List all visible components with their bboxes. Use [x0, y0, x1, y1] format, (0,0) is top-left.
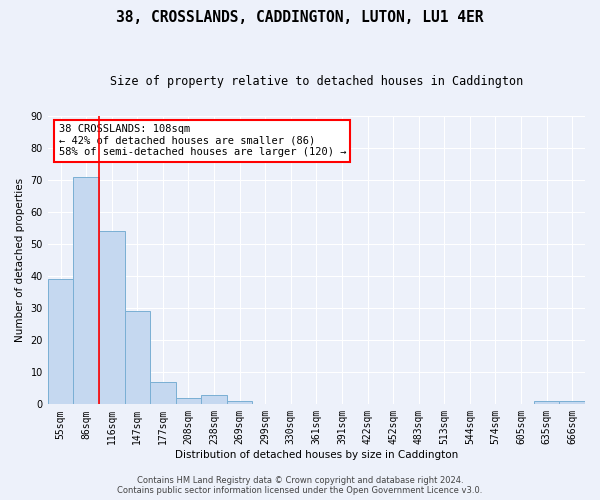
Bar: [201, 394, 227, 404]
Bar: [534, 401, 559, 404]
Bar: [150, 382, 176, 404]
Bar: [559, 401, 585, 404]
X-axis label: Distribution of detached houses by size in Caddington: Distribution of detached houses by size …: [175, 450, 458, 460]
Text: 38 CROSSLANDS: 108sqm
← 42% of detached houses are smaller (86)
58% of semi-deta: 38 CROSSLANDS: 108sqm ← 42% of detached …: [59, 124, 346, 158]
Bar: [227, 401, 253, 404]
Bar: [176, 398, 201, 404]
Bar: [73, 176, 99, 404]
Text: Contains HM Land Registry data © Crown copyright and database right 2024.
Contai: Contains HM Land Registry data © Crown c…: [118, 476, 482, 495]
Title: Size of property relative to detached houses in Caddington: Size of property relative to detached ho…: [110, 75, 523, 88]
Text: 38, CROSSLANDS, CADDINGTON, LUTON, LU1 4ER: 38, CROSSLANDS, CADDINGTON, LUTON, LU1 4…: [116, 10, 484, 25]
Y-axis label: Number of detached properties: Number of detached properties: [15, 178, 25, 342]
Bar: [125, 312, 150, 404]
Bar: [48, 279, 73, 404]
Bar: [99, 231, 125, 404]
